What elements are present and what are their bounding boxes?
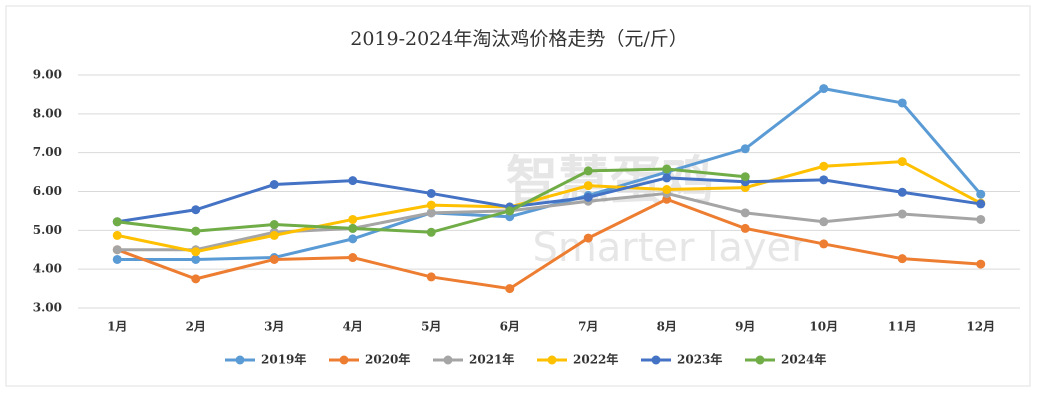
data-point: [819, 175, 829, 185]
data-point: [269, 254, 279, 264]
data-point: [348, 223, 358, 233]
data-point: [112, 245, 122, 255]
series-line: [116, 197, 981, 291]
legend-label: 2024年: [781, 352, 826, 367]
series-line: [117, 191, 981, 252]
data-point: [897, 187, 907, 197]
legend-swatch: [339, 355, 349, 365]
data-point: [897, 209, 907, 219]
data-point: [662, 164, 672, 174]
data-point: [976, 214, 986, 224]
legend-label: 2023年: [677, 352, 722, 367]
legend-swatch: [755, 355, 765, 365]
x-tick-label: 12月: [966, 320, 995, 334]
data-point: [348, 234, 358, 244]
data-point: [348, 214, 358, 224]
x-tick-label: 1月: [107, 320, 127, 334]
legend-label: 2019年: [261, 352, 306, 367]
data-point: [426, 272, 436, 282]
legend-swatch: [443, 355, 453, 365]
data-point: [819, 217, 829, 227]
x-tick-label: 7月: [578, 320, 598, 334]
data-point: [505, 284, 515, 294]
y-tick-label: 3.00: [33, 301, 62, 315]
x-tick-label: 2月: [186, 320, 206, 334]
data-point: [662, 185, 672, 195]
data-point: [505, 206, 515, 216]
data-point: [112, 217, 122, 227]
data-point: [976, 189, 986, 199]
data-point: [191, 226, 201, 236]
data-point: [269, 220, 279, 230]
x-tick-label: 4月: [343, 320, 363, 334]
series-line: [116, 160, 982, 254]
data-point: [897, 157, 907, 167]
y-tick-label: 8.00: [33, 106, 62, 120]
data-point: [191, 254, 201, 264]
data-point: [348, 253, 358, 263]
data-point: [191, 247, 201, 257]
data-point: [583, 192, 593, 202]
data-point: [426, 188, 436, 198]
data-point: [269, 180, 279, 190]
x-tick-label: 3月: [264, 320, 284, 334]
data-point: [426, 208, 436, 218]
data-point: [583, 181, 593, 191]
x-tick-label: 6月: [500, 320, 520, 334]
data-point: [426, 227, 436, 237]
x-tick-label: 5月: [421, 320, 441, 334]
data-point: [191, 205, 201, 215]
legend-swatch: [547, 355, 557, 365]
x-tick-label: 10月: [809, 320, 838, 334]
data-point: [740, 172, 750, 182]
chart-frame: [5, 5, 1031, 387]
data-point: [740, 144, 750, 154]
data-point: [819, 239, 829, 249]
data-point: [348, 176, 358, 186]
y-tick-label: 4.00: [33, 262, 62, 276]
x-tick-label: 8月: [657, 320, 677, 334]
data-point: [897, 254, 907, 264]
data-point: [112, 230, 122, 240]
data-point: [819, 161, 829, 171]
y-tick-label: 7.00: [33, 145, 62, 159]
legend-label: 2021年: [469, 352, 514, 367]
data-point: [583, 166, 593, 176]
x-tick-label: 11月: [888, 320, 917, 334]
legend-swatch: [235, 355, 245, 365]
data-point: [269, 230, 279, 240]
data-point: [976, 259, 986, 269]
data-point: [976, 199, 986, 209]
legend-label: 2022年: [573, 352, 618, 367]
y-tick-label: 5.00: [33, 223, 62, 237]
data-point: [740, 223, 750, 233]
data-point: [897, 98, 907, 108]
chart-title: 2019-2024年淘汰鸡价格走势（元/斤）: [350, 28, 688, 50]
data-point: [583, 233, 593, 243]
data-point: [662, 173, 672, 183]
y-tick-label: 6.00: [33, 184, 62, 198]
legend-label: 2020年: [365, 352, 410, 367]
data-point: [819, 84, 829, 94]
series-line: [117, 176, 981, 224]
data-point: [112, 254, 122, 264]
x-tick-label: 9月: [735, 320, 755, 334]
data-point: [191, 274, 201, 284]
data-point: [426, 200, 436, 210]
data-point: [740, 208, 750, 218]
y-tick-label: 9.00: [33, 68, 62, 82]
legend-swatch: [651, 355, 661, 365]
